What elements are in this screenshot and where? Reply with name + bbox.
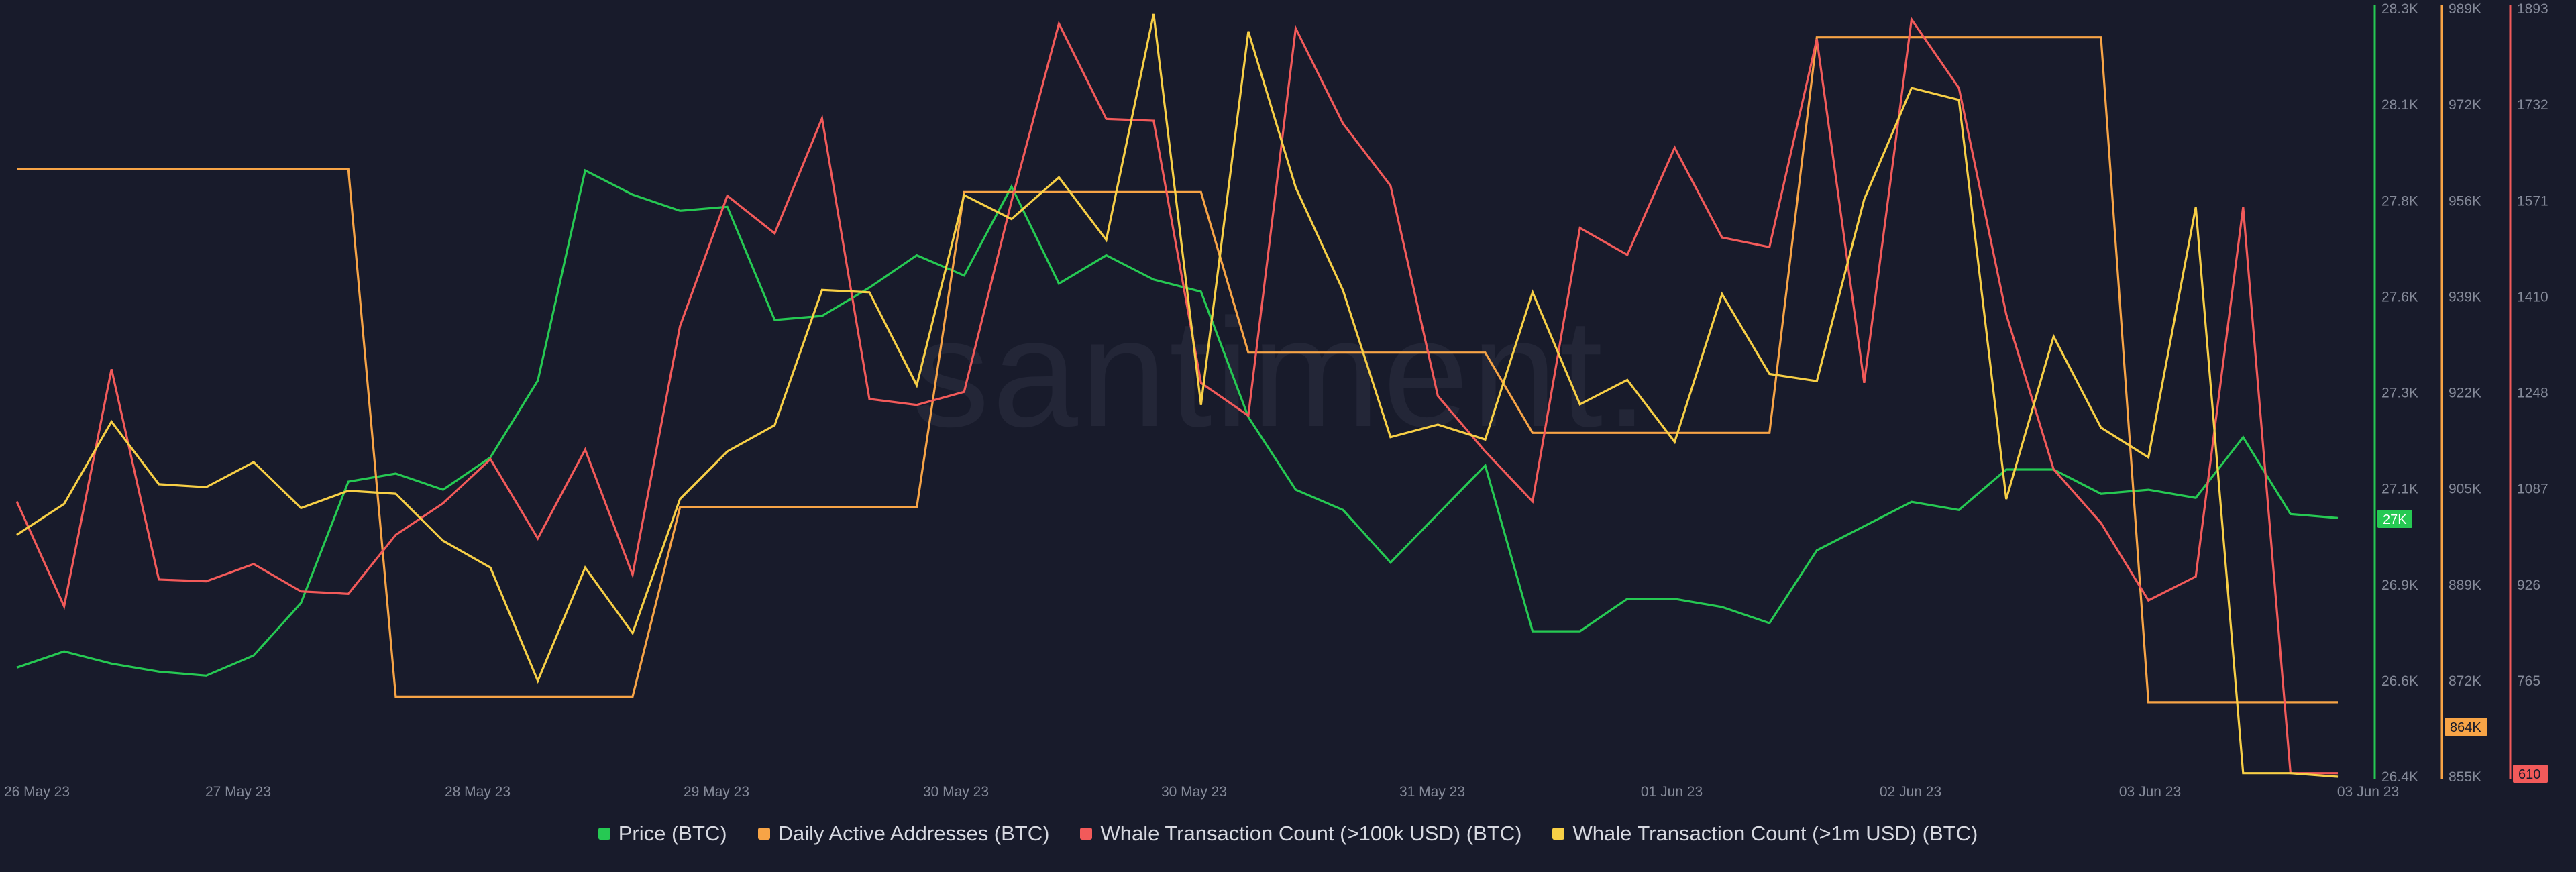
current-value-badge-whale100k <box>2513 765 2548 783</box>
x-tick-label: 26 May 23 <box>4 784 70 800</box>
x-tick-label: 02 Jun 23 <box>1880 784 1941 800</box>
y-tick-label-price: 27.3K <box>2381 386 2418 401</box>
current-value-badge-price <box>2377 510 2412 528</box>
y-tick-label-whale100k: 1893 <box>2517 1 2548 17</box>
y-tick-label-daa: 922K <box>2449 386 2481 401</box>
y-tick-label-daa: 972K <box>2449 97 2481 113</box>
y-tick-label-daa: 956K <box>2449 193 2481 209</box>
x-tick-label: 28 May 23 <box>445 784 511 800</box>
legend-item-2[interactable]: Daily Active Addresses (BTC) <box>757 822 1050 846</box>
x-tick-label: 01 Jun 23 <box>1641 784 1703 800</box>
y-tick-label-price: 28.1K <box>2381 97 2418 113</box>
y-tick-label-whale100k: 1410 <box>2517 289 2548 305</box>
legend-label: Whale Transaction Count (>1m USD) (BTC) <box>1572 822 1978 845</box>
legend-label: Daily Active Addresses (BTC) <box>777 822 1050 845</box>
x-tick-label: 30 May 23 <box>923 784 989 800</box>
x-tick-label: 30 May 23 <box>1161 784 1227 800</box>
y-tick-label-price: 26.4K <box>2381 769 2418 785</box>
legend-item-4[interactable]: Whale Transaction Count (>1m USD) (BTC) <box>1552 822 1978 846</box>
y-tick-label-daa: 989K <box>2449 1 2481 17</box>
legend-label: Price (BTC) <box>618 822 727 845</box>
y-tick-label-price: 27.6K <box>2381 289 2418 305</box>
legend-item-3[interactable]: Whale Transaction Count (>100k USD) (BTC… <box>1080 822 1521 846</box>
chart-legend: Price (BTC) Daily Active Addresses (BTC) W… <box>0 822 2576 846</box>
y-tick-label-daa: 905K <box>2449 482 2481 497</box>
y-tick-label-whale100k: 1087 <box>2517 482 2548 497</box>
x-axis-ticks: 26 May 23 27 May 23 28 May 23 29 May 23 30 M… <box>4 784 2399 800</box>
y-tick-label-daa: 872K <box>2449 673 2481 689</box>
legend-swatch <box>757 828 770 840</box>
y-tick-label-daa: 855K <box>2449 769 2481 785</box>
y-tick-label-price: 26.9K <box>2381 578 2418 593</box>
x-tick-label: 03 Jun 23 <box>2337 784 2399 800</box>
series-lines <box>15 13 2339 778</box>
y-tick-label-daa: 939K <box>2449 289 2481 305</box>
series-line-2 <box>17 36 2338 704</box>
current-value-badges: 27K 864K 610 <box>2377 510 2548 783</box>
x-tick-label: 27 May 23 <box>205 784 271 800</box>
y-tick-label-whale100k: 1571 <box>2517 193 2548 209</box>
y-tick-label-whale100k: 765 <box>2517 673 2540 689</box>
series-line-1 <box>16 168 2339 677</box>
x-tick-label: 29 May 23 <box>684 784 749 800</box>
y-tick-label-price: 27.1K <box>2381 482 2418 497</box>
x-tick-label: 03 Jun 23 <box>2119 784 2181 800</box>
y-tick-label-whale100k: 926 <box>2517 578 2540 593</box>
y-axes: 28.3K 28.1K 27.8K 27.6K 27.3K 27.1K 26.9K 26.6K… <box>2373 1 2548 785</box>
legend-item-1[interactable]: Price (BTC) <box>598 822 727 846</box>
current-value-badge-daa <box>2445 718 2487 736</box>
series-line-3 <box>15 16 2338 775</box>
current-value-label-price: 27K <box>2383 512 2407 527</box>
y-tick-label-whale100k: 1248 <box>2517 386 2548 401</box>
y-tick-label-price: 28.3K <box>2381 1 2418 17</box>
current-value-label-daa: 864K <box>2450 720 2481 735</box>
y-tick-label-price: 27.8K <box>2381 193 2418 209</box>
y-tick-label-price: 26.6K <box>2381 673 2418 689</box>
x-tick-label: 31 May 23 <box>1399 784 1465 800</box>
current-value-label-whale100k: 610 <box>2518 767 2540 782</box>
y-tick-label-daa: 889K <box>2449 578 2481 593</box>
legend-swatch <box>598 828 610 840</box>
legend-swatch <box>1080 828 1093 840</box>
legend-label: Whale Transaction Count (>100k USD) (BTC… <box>1100 822 1522 845</box>
series-line-4 <box>16 13 2339 778</box>
y-tick-label-whale100k: 1732 <box>2517 97 2548 113</box>
legend-swatch <box>1552 828 1565 840</box>
